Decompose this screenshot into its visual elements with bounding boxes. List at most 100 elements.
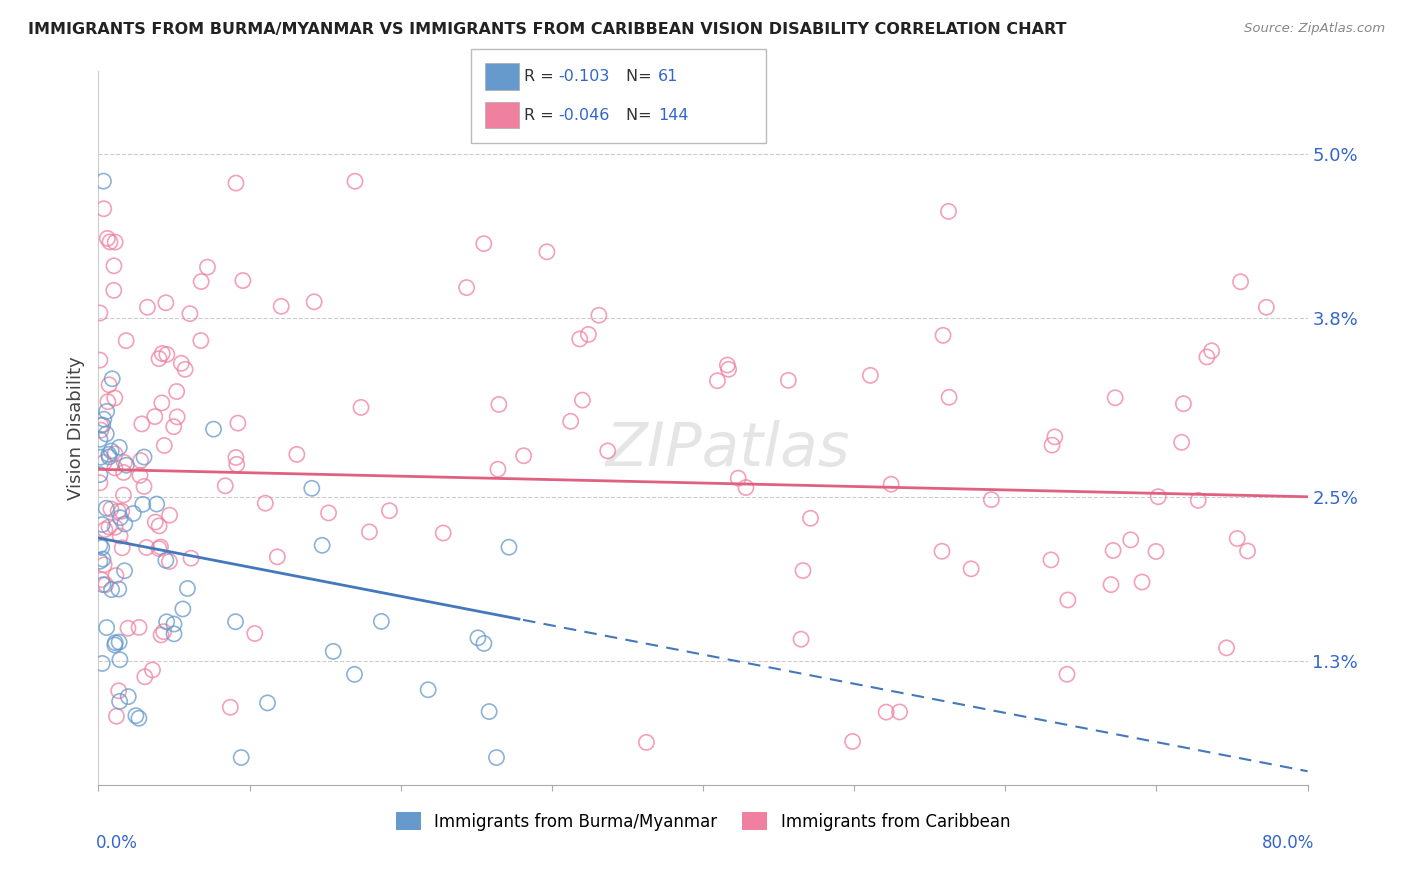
Point <box>467 631 489 645</box>
Point <box>148 519 170 533</box>
Point <box>166 409 188 424</box>
Point <box>163 419 186 434</box>
Point <box>114 564 136 578</box>
Point <box>150 628 173 642</box>
Point <box>128 620 150 634</box>
Point <box>790 632 813 647</box>
Point <box>153 438 176 452</box>
Point <box>108 653 131 667</box>
Point <box>859 368 882 383</box>
Point <box>115 334 138 348</box>
Point <box>1187 493 1209 508</box>
Point <box>1236 544 1258 558</box>
Point <box>93 455 115 469</box>
Point <box>104 447 127 461</box>
Point <box>1056 667 1078 681</box>
Point <box>226 416 249 430</box>
Point <box>174 362 197 376</box>
Point <box>101 372 124 386</box>
Point <box>148 541 170 556</box>
Text: IMMIGRANTS FROM BURMA/MYANMAR VS IMMIGRANTS FROM CARIBBEAN VISION DISABILITY COR: IMMIGRANTS FROM BURMA/MYANMAR VS IMMIGRA… <box>28 22 1067 37</box>
Point <box>778 373 800 387</box>
Point <box>486 462 509 476</box>
Point <box>932 328 955 343</box>
Point <box>129 453 152 467</box>
Point <box>456 280 478 294</box>
Point <box>107 504 129 518</box>
Point <box>125 708 148 723</box>
Point <box>104 461 127 475</box>
Point <box>108 529 131 543</box>
Point <box>716 358 738 372</box>
Point <box>97 447 120 461</box>
Point <box>141 663 163 677</box>
Point <box>1056 593 1078 607</box>
Point <box>128 711 150 725</box>
Point <box>89 432 111 446</box>
Text: N=: N= <box>626 108 657 122</box>
Text: -0.103: -0.103 <box>558 70 610 84</box>
Point <box>1215 640 1237 655</box>
Point <box>90 450 112 464</box>
Point <box>93 412 115 426</box>
Point <box>478 705 501 719</box>
Legend: Immigrants from Burma/Myanmar, Immigrants from Caribbean: Immigrants from Burma/Myanmar, Immigrant… <box>389 805 1017 838</box>
Point <box>166 384 188 399</box>
Point <box>1229 275 1251 289</box>
Point <box>512 449 534 463</box>
Point <box>163 627 186 641</box>
Point <box>104 520 127 534</box>
Point <box>122 507 145 521</box>
Point <box>370 615 392 629</box>
Point <box>568 332 591 346</box>
Point <box>717 362 740 376</box>
Point <box>1039 553 1062 567</box>
Point <box>560 414 582 428</box>
Point <box>536 244 558 259</box>
Point <box>799 511 821 525</box>
Point <box>145 497 167 511</box>
Point <box>105 709 128 723</box>
Point <box>104 635 127 649</box>
Point <box>156 615 179 629</box>
Point <box>89 306 111 320</box>
Point <box>980 492 1002 507</box>
Point <box>596 443 619 458</box>
Point <box>90 541 112 555</box>
Point <box>96 621 118 635</box>
Point <box>180 551 202 566</box>
Point <box>89 538 111 552</box>
Point <box>1104 391 1126 405</box>
Point <box>108 635 131 649</box>
Point <box>1130 575 1153 590</box>
Point <box>302 294 325 309</box>
Point <box>103 259 125 273</box>
Point <box>91 657 114 671</box>
Point <box>727 471 749 485</box>
Point <box>89 353 111 368</box>
Point <box>318 506 340 520</box>
Point <box>1170 435 1192 450</box>
Point <box>91 517 114 532</box>
Point <box>172 602 194 616</box>
Point <box>132 450 155 464</box>
Y-axis label: Vision Disability: Vision Disability <box>66 356 84 500</box>
Point <box>841 734 863 748</box>
Point <box>97 394 120 409</box>
Point <box>378 504 401 518</box>
Point <box>117 621 139 635</box>
Point <box>485 750 508 764</box>
Point <box>232 274 254 288</box>
Point <box>114 516 136 531</box>
Point <box>1173 397 1195 411</box>
Point <box>112 488 135 502</box>
Point <box>202 422 225 436</box>
Text: 0.0%: 0.0% <box>96 834 138 852</box>
Point <box>1195 350 1218 364</box>
Text: 80.0%: 80.0% <box>1263 834 1315 852</box>
Point <box>1102 543 1125 558</box>
Text: 144: 144 <box>658 108 689 122</box>
Point <box>1043 430 1066 444</box>
Point <box>103 284 125 298</box>
Point <box>190 275 212 289</box>
